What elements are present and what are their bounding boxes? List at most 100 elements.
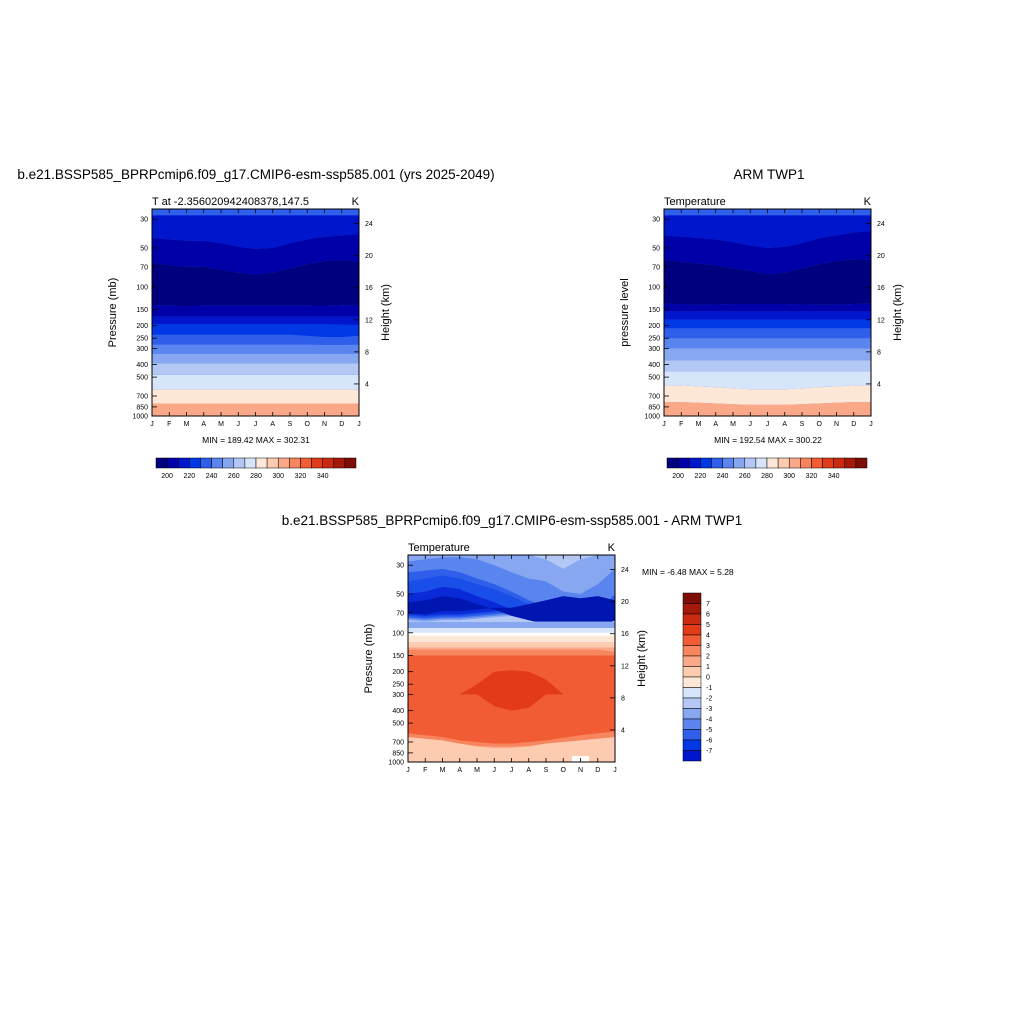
y-tick-label: 850: [136, 404, 148, 411]
colorbar-swatch: [344, 457, 357, 469]
y-tick-label: 400: [648, 362, 660, 369]
contour-band: [664, 259, 871, 305]
y-tick-label: 100: [392, 630, 404, 637]
colorbar-swatch: [677, 457, 690, 469]
colorbar-swatch: [682, 603, 702, 615]
contour-band: [408, 621, 615, 629]
colorbar-swatch: [682, 666, 702, 678]
x-tick-label: M: [730, 421, 736, 428]
x-tick-label: A: [201, 421, 206, 428]
x-tick-label: M: [474, 767, 480, 774]
y-tick-label: 300: [648, 346, 660, 353]
x-tick-label: M: [218, 421, 224, 428]
y-axis-label: Pressure (mb): [363, 624, 375, 694]
colorbar-swatch: [222, 457, 235, 469]
y-right-tick-label: 8: [877, 349, 881, 356]
y-tick-label: 150: [136, 307, 148, 314]
colorbar-swatch: [311, 457, 323, 469]
colorbar-swatch: [200, 457, 212, 469]
y-tick-label: 400: [136, 362, 148, 369]
y-right-tick-label: 12: [621, 663, 629, 670]
chart-title: b.e21.BSSP585_BPRPcmip6.f09_g17.CMIP6-es…: [17, 167, 494, 182]
y-tick-label: 250: [392, 682, 404, 689]
chart-title: b.e21.BSSP585_BPRPcmip6.f09_g17.CMIP6-es…: [282, 513, 742, 528]
y-right-tick-label: 20: [621, 599, 629, 606]
colorbar-label: 3: [706, 643, 710, 650]
colorbar-label: -4: [706, 717, 712, 724]
colorbar-swatch: [700, 457, 712, 469]
colorbar-swatch: [255, 457, 268, 469]
contour-band: [664, 311, 871, 320]
colorbar-swatch: [300, 457, 312, 469]
y-right-tick-label: 8: [621, 695, 625, 702]
contour-fill-2: [408, 555, 615, 762]
colorbar-label: 280: [761, 473, 773, 480]
colorbar-swatch: [666, 457, 679, 469]
y-axis-label: pressure level: [619, 278, 631, 346]
x-tick-label: F: [423, 767, 427, 774]
colorbar-swatch: [682, 613, 702, 625]
colorbar-1: 200 220 240 260 280 300 320 340: [666, 457, 868, 480]
subtitle-left: Temperature: [408, 542, 470, 554]
x-tick-label: A: [782, 421, 787, 428]
contour-band: [664, 385, 871, 405]
colorbar-label: -1: [706, 685, 712, 692]
chart-title: ARM TWP1: [733, 167, 804, 182]
y-tick-label: 1000: [644, 414, 660, 421]
x-tick-label: J: [254, 421, 258, 428]
axes-1: J F M A M J J A S O N D J 30 50 70 100 150 200 250 300 400 500…: [619, 167, 904, 445]
colorbar-swatch: [744, 457, 757, 469]
x-tick-label: M: [696, 421, 702, 428]
x-tick-label: J: [613, 767, 617, 774]
colorbar-label: 240: [206, 473, 218, 480]
contour-band: [152, 215, 359, 249]
colorbar-label: -5: [706, 727, 712, 734]
x-tick-label: D: [595, 767, 600, 774]
colorbar-swatch: [682, 739, 702, 751]
y-right-tick-label: 16: [877, 285, 885, 292]
colorbar-swatch: [811, 457, 823, 469]
y-axis-label: Pressure (mb): [107, 278, 119, 348]
x-tick-label: N: [834, 421, 839, 428]
x-tick-label: J: [150, 421, 154, 428]
colorbar-swatch: [277, 457, 290, 469]
colorbar-swatch: [166, 457, 179, 469]
contour-band: [664, 360, 871, 372]
y-tick-label: 70: [140, 264, 148, 271]
colorbar-swatch: [833, 457, 846, 469]
y-tick-label: 70: [652, 264, 660, 271]
x-tick-label: J: [237, 421, 241, 428]
contour-band: [664, 328, 871, 339]
x-tick-label: J: [662, 421, 666, 428]
colorbar-label: 340: [828, 473, 840, 480]
min-max-stats: MIN = -6.48 MAX = 5.28: [642, 567, 734, 577]
x-tick-label: F: [679, 421, 683, 428]
contour-fill-1: [664, 209, 871, 416]
contour-band: [152, 344, 359, 354]
units-label: K: [608, 542, 616, 554]
colorbar-swatch: [682, 729, 702, 741]
colorbar-swatch: [777, 457, 790, 469]
contour-band: [408, 670, 615, 711]
colorbar-swatch: [800, 457, 812, 469]
y-right-tick-label: 4: [621, 727, 625, 734]
contour-band: [664, 338, 871, 349]
axes-2: J F M A M J J A S O N D J305070100150200250300400500…: [282, 513, 742, 774]
x-tick-label: J: [357, 421, 361, 428]
contour-band: [152, 234, 359, 275]
y-tick-label: 400: [392, 708, 404, 715]
y-tick-label: 200: [648, 323, 660, 330]
colorbar-swatch: [682, 697, 702, 709]
y-tick-label: 700: [136, 393, 148, 400]
x-tick-label: A: [457, 767, 462, 774]
y-tick-label: 100: [136, 284, 148, 291]
contour-band: [408, 737, 615, 762]
x-tick-label: A: [713, 421, 718, 428]
colorbar-label: 4: [706, 633, 710, 640]
units-label: K: [864, 196, 872, 208]
contour-band: [408, 642, 615, 648]
colorbar-swatch: [722, 457, 734, 469]
x-tick-label: M: [184, 421, 190, 428]
colorbar-label: 260: [228, 473, 240, 480]
colorbar-label: 200: [672, 473, 684, 480]
